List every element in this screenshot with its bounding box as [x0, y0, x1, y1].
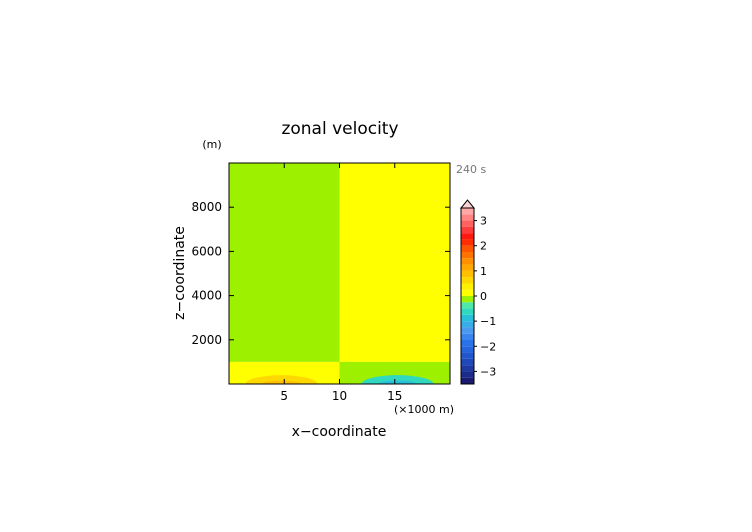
colorbar-segment: [461, 346, 474, 353]
x-axis-label: x−coordinate: [292, 424, 387, 440]
colorbar-segment: [461, 371, 474, 378]
colorbar: −3 −2 −1 0 1 2 3: [459, 199, 496, 385]
colorbar-segment: [461, 377, 474, 384]
colorbar-segment: [461, 226, 474, 234]
y-tick-label: 8000: [191, 200, 222, 214]
colorbar-segment: [461, 352, 474, 359]
region-0: [229, 163, 340, 362]
x-tick-label: 10: [332, 389, 347, 403]
colorbar-segment: [461, 270, 474, 278]
colorbar-segment: [461, 239, 474, 246]
colorbar-segment: [461, 220, 474, 227]
blob-3: [378, 380, 417, 384]
y-tick-label: 2000: [191, 333, 222, 347]
x-axis-ticks: 5 10 15: [280, 163, 402, 403]
blob-1: [361, 375, 434, 384]
blob-2: [262, 380, 301, 384]
colorbar-segment: [461, 308, 474, 315]
y-tick-label: 4000: [191, 289, 222, 303]
blob-0: [245, 375, 318, 384]
time-label: 240 s: [456, 163, 486, 176]
colorbar-segment: [461, 365, 474, 372]
colorbar-segment: [461, 340, 474, 347]
x-tick-label: 5: [280, 389, 288, 403]
chart-title: zonal velocity: [281, 119, 398, 139]
colorbar-segment: [461, 233, 474, 240]
y-unit-label: (m): [202, 138, 221, 151]
colorbar-tick-label: −2: [480, 340, 496, 353]
colorbar-tick-label: 0: [480, 290, 487, 303]
colorbar-segment: [461, 258, 474, 265]
colorbar-tick-label: 2: [480, 240, 487, 253]
y-axis-ticks: 2000 4000 6000 8000: [191, 200, 450, 347]
y-tick-label: 6000: [191, 244, 222, 258]
colorbar-segment: [461, 358, 474, 366]
colorbar-tick-label: −3: [480, 365, 496, 378]
colorbar-tick-label: 3: [480, 215, 487, 228]
colorbar-segment: [461, 296, 474, 303]
colorbar-segment: [461, 264, 474, 271]
colorbar-segment: [461, 333, 474, 340]
colorbar-segment: [461, 327, 474, 334]
y-axis-label: z−coordinate: [172, 226, 188, 320]
colorbar-extend-arrow: [459, 199, 476, 209]
plot-area: [229, 163, 450, 384]
colorbar-segment: [461, 289, 474, 296]
x-tick-label: 15: [387, 389, 402, 403]
colorbar-tick-label: −1: [480, 315, 496, 328]
colorbar-segment: [461, 283, 474, 290]
x-unit-label: (×1000 m): [394, 403, 454, 416]
region-1: [339, 163, 450, 362]
colorbar-tick-label: 1: [480, 265, 487, 278]
colorbar-segment: [461, 321, 474, 328]
colorbar-segment: [461, 302, 474, 309]
colorbar-segment: [461, 277, 474, 284]
colorbar-segment: [461, 208, 474, 215]
colorbar-segment: [461, 314, 474, 322]
colorbar-segment: [461, 252, 474, 259]
colorbar-segment: [461, 245, 474, 252]
colorbar-segment: [461, 214, 474, 221]
